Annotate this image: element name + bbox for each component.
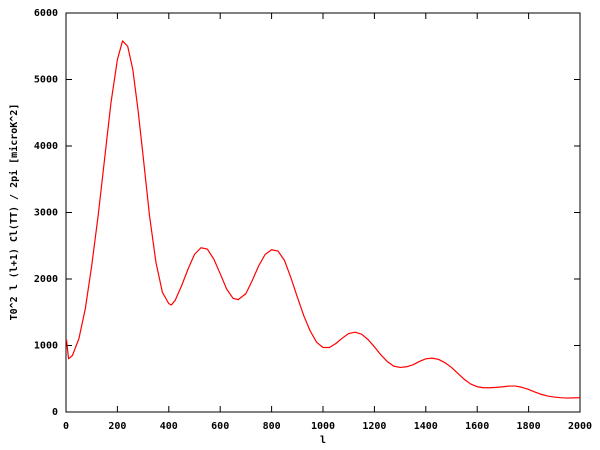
plot-border	[65, 12, 581, 413]
y-tick-label: 6000	[34, 8, 58, 19]
y-tick-label: 0	[52, 407, 58, 418]
x-tick-label: 200	[108, 421, 126, 432]
y-tick-label: 1000	[34, 341, 58, 352]
x-tick-label: 1800	[517, 421, 541, 432]
y-tick-label: 2000	[34, 274, 58, 285]
x-tick-label: 1200	[362, 421, 386, 432]
y-axis-label: T0^2 l (l+1) Cl(TT) / 2pi [microK^2]	[8, 104, 20, 321]
x-tick-label: 1000	[311, 421, 335, 432]
y-tick-label: 4000	[34, 141, 58, 152]
x-tick-label: 800	[263, 421, 281, 432]
x-tick-label: 0	[63, 421, 69, 432]
x-tick-label: 2000	[568, 421, 592, 432]
y-tick-label: 5000	[34, 75, 58, 86]
data-line	[65, 40, 581, 399]
x-tick-label: 600	[211, 421, 229, 432]
x-tick-label: 1600	[465, 421, 489, 432]
x-axis-label: l	[320, 435, 326, 446]
x-tick-label: 400	[160, 421, 178, 432]
x-tick-label: 1400	[414, 421, 438, 432]
y-tick-label: 3000	[34, 208, 58, 219]
